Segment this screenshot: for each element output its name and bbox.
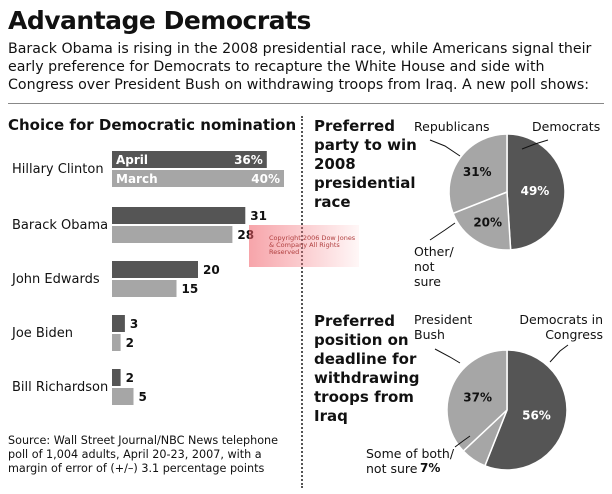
- nomination-bar-chart: Hillary Clinton April 36% March 40% Barack Ob…: [11, 151, 284, 405]
- party-pie-chart: 49% 20% 31%: [429, 133, 566, 251]
- category-label: Joe Biden: [11, 326, 73, 341]
- label-president-bush: President Bush: [414, 312, 473, 342]
- bar-march: [112, 170, 284, 187]
- bar-chart-title: Choice for Democratic nomination: [8, 116, 297, 134]
- slice-value-label: 7%: [420, 461, 440, 475]
- slice-value-label: 37%: [463, 390, 492, 404]
- bar-march: [112, 388, 134, 405]
- label-democrats: Democrats: [532, 119, 601, 134]
- bar-april: [112, 207, 246, 224]
- value-label: 2: [126, 371, 134, 385]
- value-label: 36%: [234, 153, 263, 167]
- category-label: John Edwards: [11, 272, 100, 287]
- header-rule: [8, 103, 604, 104]
- bar-march: [112, 280, 177, 297]
- bar-march: [112, 226, 233, 243]
- column-divider: [301, 116, 303, 488]
- bar-april: [112, 261, 198, 278]
- series-name-label: April: [116, 153, 148, 167]
- pie-slice: [506, 133, 566, 251]
- bar-april: [112, 369, 121, 386]
- label-democrats-in-congress: Democrats in Congress: [519, 312, 603, 342]
- label-some-of-both: Some of both/ not sure: [366, 446, 455, 476]
- source-note: Source: Wall Street Journal/NBC News tel…: [8, 434, 279, 475]
- label-other-not-sure: Other/ not sure: [414, 244, 454, 289]
- slice-value-label: 49%: [521, 184, 550, 198]
- bar-april: [112, 151, 267, 168]
- slice-value-label: 31%: [463, 165, 492, 179]
- value-label: 31: [250, 209, 267, 223]
- page-title: Advantage Democrats: [8, 6, 311, 35]
- value-label: 40%: [251, 172, 280, 186]
- leader-line: [521, 139, 549, 150]
- label-republicans: Republicans: [414, 119, 490, 134]
- pie-slice: [446, 349, 508, 453]
- leader-line: [429, 139, 461, 157]
- iraq-pie-chart: 56% 37% 7%: [420, 344, 569, 475]
- value-label: 20: [203, 263, 220, 277]
- category-label: Bill Richardson: [12, 380, 108, 395]
- category-label: Hillary Clinton: [12, 162, 104, 177]
- slice-value-label: 56%: [522, 409, 551, 423]
- page-subtitle: Barack Obama is rising in the 2008 presi…: [8, 41, 592, 93]
- bar-march: [112, 334, 121, 351]
- value-label: 15: [182, 282, 199, 296]
- leader-line: [549, 344, 569, 363]
- iraq-pie-title: Preferred position on deadline for withd…: [314, 312, 420, 425]
- leader-line: [454, 435, 471, 448]
- category-label: Barack Obama: [12, 218, 108, 233]
- pie-slice: [483, 349, 568, 471]
- copyright-watermark: Copyright 2006 Dow Jones & Company All R…: [249, 225, 359, 267]
- leader-line: [434, 348, 461, 364]
- value-label: 2: [126, 336, 134, 350]
- party-pie-title: Preferred party to win 2008 presidential…: [314, 117, 417, 211]
- leader-line: [429, 222, 456, 241]
- pie-slice: [452, 190, 512, 251]
- pie-slice: [448, 133, 508, 215]
- value-label: 3: [130, 317, 138, 331]
- value-label: 5: [139, 390, 147, 404]
- series-name-label: March: [116, 172, 158, 186]
- slice-value-label: 20%: [473, 215, 502, 229]
- bar-april: [112, 315, 125, 332]
